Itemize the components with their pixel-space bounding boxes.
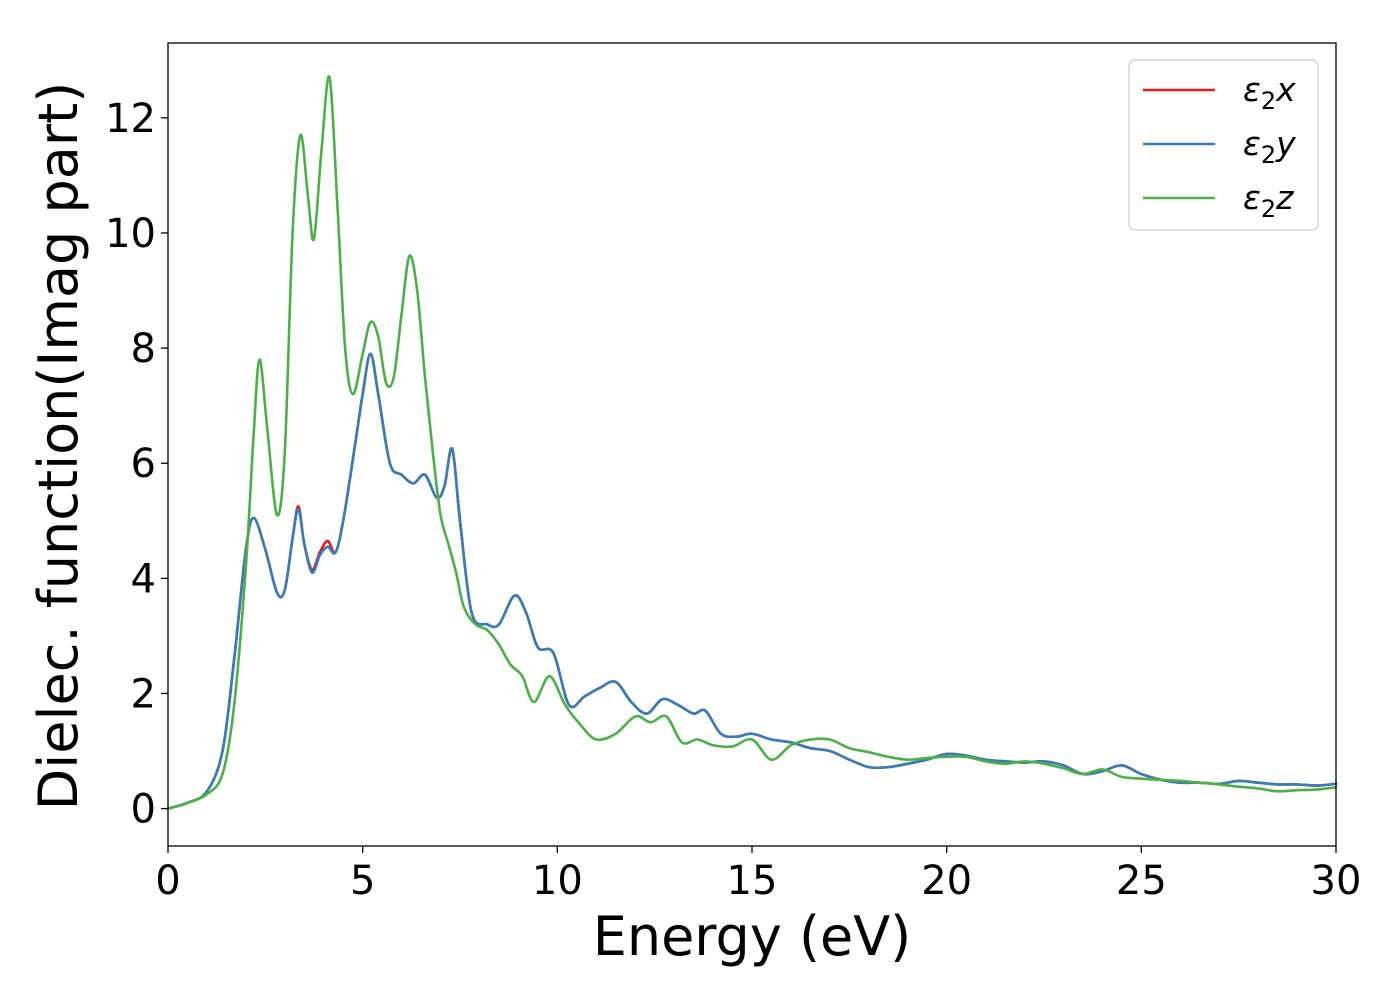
x-tick-label: 20 xyxy=(921,858,972,904)
x-tick-label: 25 xyxy=(1116,858,1167,904)
legend-label-y: ε2y xyxy=(1243,124,1296,169)
legend-label-z: ε2z xyxy=(1243,178,1294,223)
x-tick-label: 10 xyxy=(532,858,583,904)
y-tick-label: 0 xyxy=(131,787,156,833)
x-axis-title: Energy (eV) xyxy=(593,905,912,968)
x-tick-label: 0 xyxy=(155,858,180,904)
y-tick-label: 10 xyxy=(105,211,156,257)
legend: ε2x ε2y ε2z xyxy=(1128,59,1319,231)
legend-box xyxy=(1128,59,1319,231)
y-tick-label: 8 xyxy=(131,326,156,372)
x-tick-label: 5 xyxy=(350,858,375,904)
y-tick-label: 4 xyxy=(131,556,156,602)
x-tick-label: 30 xyxy=(1311,858,1362,904)
series-line-z xyxy=(166,75,1338,810)
y-tick-label: 2 xyxy=(131,671,156,717)
y-tick-label: 12 xyxy=(105,96,156,142)
y-axis-title: Dielec. function(Imag part) xyxy=(27,82,90,811)
x-tick-label: 15 xyxy=(727,858,778,904)
x-axis: 0 5 10 15 20 25 30 xyxy=(155,846,1361,904)
series-layer xyxy=(166,75,1338,810)
legend-label-x: ε2x xyxy=(1243,70,1296,115)
y-tick-label: 6 xyxy=(131,441,156,487)
y-axis: 0 2 4 6 8 10 12 xyxy=(105,96,168,833)
